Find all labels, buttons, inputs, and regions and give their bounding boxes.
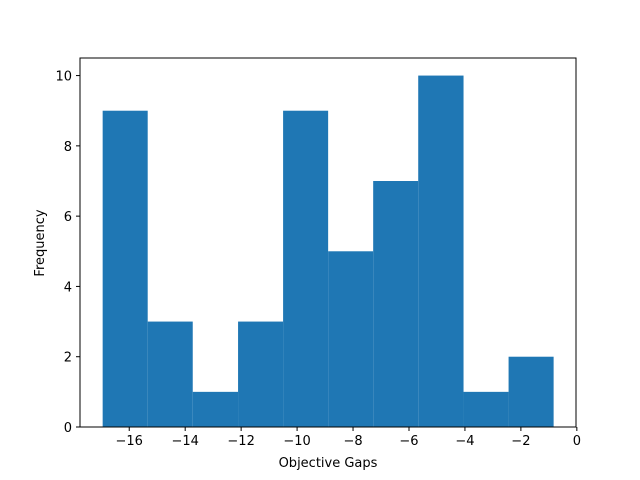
y-axis-label: Frequency [33, 209, 48, 276]
x-tick-label: −10 [283, 434, 310, 449]
axes-frame [79, 57, 577, 428]
x-tick-label: −2 [511, 434, 530, 449]
bar [102, 110, 148, 427]
y-tick-label: 10 [55, 70, 72, 85]
x-tick-label: −6 [399, 434, 418, 449]
x-axis-label: Objective Gaps [279, 456, 378, 471]
x-tick-label: −16 [116, 434, 143, 449]
y-tick-label: 4 [64, 280, 72, 295]
bar [373, 181, 419, 427]
bar [283, 110, 329, 427]
x-tick-label: −8 [343, 434, 362, 449]
bar [418, 75, 464, 428]
y-tick-label: 6 [64, 210, 72, 225]
y-tick-label: 0 [64, 421, 72, 436]
bar [463, 391, 509, 427]
bar [238, 321, 284, 427]
y-tick-label: 8 [64, 140, 72, 155]
y-tick-label: 2 [64, 351, 72, 366]
bar [147, 321, 193, 427]
x-tick-label: −14 [171, 434, 198, 449]
x-tick-label: 0 [573, 434, 581, 449]
bar [508, 356, 554, 427]
x-tick-label: −4 [455, 434, 474, 449]
x-tick-label: −12 [227, 434, 254, 449]
bar [328, 251, 374, 427]
bar [192, 391, 239, 427]
